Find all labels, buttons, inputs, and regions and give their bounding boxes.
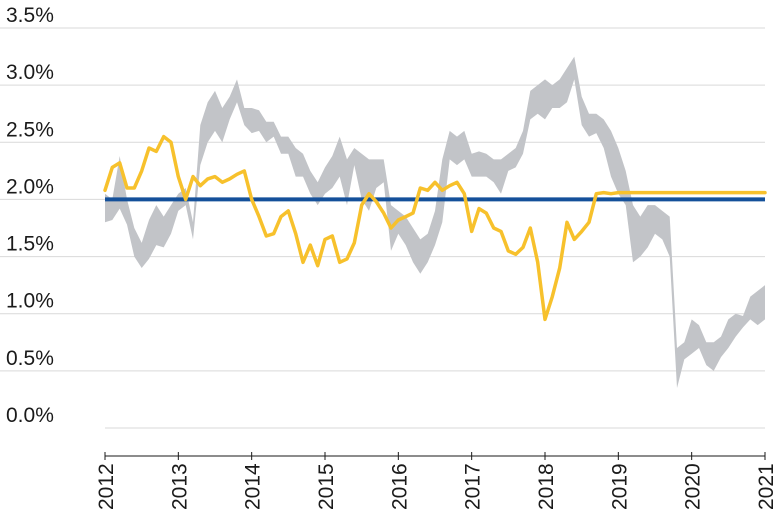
band-area (105, 56, 765, 388)
x-tick-label: 2017 (462, 463, 485, 510)
x-tick-label: 2020 (682, 463, 705, 510)
series-line-group (103, 134, 767, 322)
y-tick-label: 3.5% (6, 4, 54, 27)
x-tick-label: 2021 (755, 463, 778, 510)
range-band (105, 56, 765, 388)
y-tick-label: 1.5% (6, 233, 54, 256)
axes (104, 452, 766, 460)
x-tick-label: 2013 (168, 463, 191, 510)
x-tick-labels: 2012 2013 2014 2015 2016 2017 2018 2019 2020 2021 (95, 463, 778, 510)
x-tick-label: 2018 (535, 463, 558, 510)
y-tick-label: 3.0% (6, 61, 54, 84)
series-line-0 (103, 134, 767, 322)
y-tick-label: 1.0% (6, 290, 54, 313)
y-tick-label: 0.5% (6, 347, 54, 370)
y-tick-label: 2.5% (6, 118, 54, 141)
x-tick-label: 2012 (95, 463, 118, 510)
x-tick-label: 2016 (388, 463, 411, 510)
y-tick-label: 2.0% (6, 175, 54, 198)
y-tick-label: 0.0% (6, 404, 54, 427)
y-tick-labels: 0.0% 0.5% 1.0% 1.5% 2.0% 2.5% 3.0% 3.5% (6, 4, 54, 427)
x-tick-label: 2019 (608, 463, 631, 510)
x-tick-label: 2014 (242, 463, 265, 510)
x-tick-label: 2015 (315, 463, 338, 510)
